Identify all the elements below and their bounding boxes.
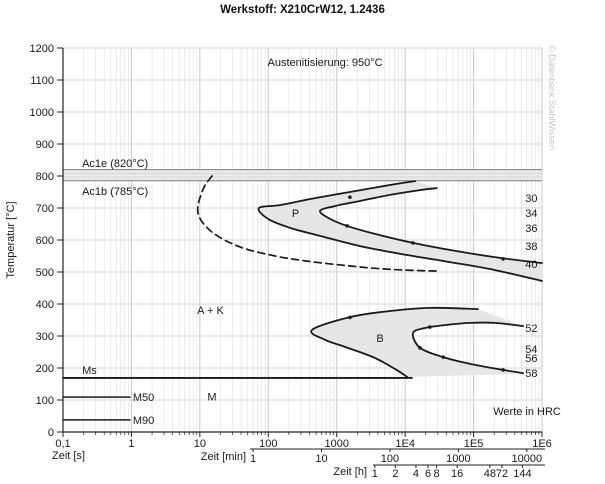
annotations: Austenitisierung: 950°C Ac1e (820°C) Ac1b … — [82, 57, 561, 427]
series-pearlite-start — [257, 180, 543, 282]
label-martensite: M — [207, 392, 216, 404]
x-tick-s-1E5: 1E5 — [464, 438, 484, 450]
x-tick-h-144: 144 — [513, 468, 531, 480]
x-tick-s-10: 10 — [194, 438, 206, 450]
hrc-value-54: 54 — [525, 344, 537, 356]
x-tick-s-100: 100 — [259, 438, 277, 450]
measurement-dot — [348, 195, 352, 199]
measurement-dot — [348, 315, 352, 320]
x-tick-min-1000: 1000 — [446, 453, 470, 465]
y-tick-0: 0 — [48, 427, 54, 439]
watermark-text: © Datenbank StahlWissen — [547, 45, 557, 150]
y-tick-700: 700 — [36, 203, 54, 215]
y-axis-label: Temperatur [°C] — [5, 201, 17, 278]
x-tick-min-10000: 10000 — [512, 453, 543, 465]
measurement-dot — [345, 224, 349, 228]
y-tick-600: 600 — [36, 235, 54, 247]
axes: 0100200300400500600700800900100011001200… — [5, 43, 552, 462]
series-bainite-start — [310, 306, 479, 378]
x-tick-s-1000: 1000 — [324, 438, 348, 450]
series-pearlite-end — [319, 187, 543, 264]
measurement-dot — [418, 346, 422, 350]
x-tick-min-10: 10 — [315, 453, 327, 465]
x-tick-h-16: 16 — [451, 468, 463, 480]
x-axis-label-minutes: Zeit [min] — [201, 451, 246, 463]
series-bainite-end — [411, 321, 525, 375]
ac1-band — [63, 169, 543, 182]
measurement-dot — [441, 355, 446, 359]
y-tick-500: 500 — [36, 267, 54, 279]
transformation-regions — [258, 181, 543, 377]
axis-minutes: 1 10 100 1000 10000 Zeit [min] — [201, 448, 545, 465]
x-tick-h-48: 48 — [484, 468, 496, 480]
y-tick-100: 100 — [36, 395, 54, 407]
label-pearlite: P — [292, 208, 299, 220]
y-tick-400: 400 — [36, 299, 54, 311]
label-m50: M50 — [133, 392, 154, 404]
axis-hours: 1 2 4 6 8 16 48 72 144 Zeit [h] — [333, 464, 545, 480]
label-hardness-note: Werte in HRC — [493, 406, 561, 418]
label-bainite: B — [376, 333, 383, 345]
y-tick-1100: 1100 — [30, 75, 54, 87]
hrc-value-34: 34 — [525, 208, 537, 220]
x-tick-min-1: 1 — [250, 453, 256, 465]
curves — [62, 175, 543, 421]
grid — [62, 47, 543, 432]
y-tick-200: 200 — [36, 363, 54, 375]
hrc-value-56: 56 — [525, 353, 537, 365]
ac1-band-fill — [63, 169, 543, 181]
x-tick-h-4: 4 — [413, 468, 419, 480]
label-m90: M90 — [133, 415, 154, 427]
hrc-value-40: 40 — [525, 259, 537, 271]
y-tick-1200: 1200 — [30, 43, 54, 55]
hrc-value-58: 58 — [525, 368, 537, 380]
x-tick-h-1: 1 — [372, 468, 378, 480]
y-tick-900: 900 — [36, 139, 54, 151]
x-tick-s-1E6: 1E6 — [532, 438, 552, 450]
x-tick-h-8: 8 — [434, 468, 440, 480]
bainite-region — [312, 307, 524, 377]
label-austenite-carbide: A + K — [197, 305, 224, 317]
x-axis-label-hours: Zeit [h] — [333, 466, 367, 478]
y-tick-800: 800 — [36, 171, 54, 183]
watermark: © Datenbank StahlWissen — [547, 45, 557, 150]
x-axis-label-seconds: Zeit [s] — [52, 450, 85, 462]
chart-title: Werkstoff: X210CrW12, 1.2436 — [220, 4, 385, 16]
y-tick-300: 300 — [36, 331, 54, 343]
x-tick-min-100: 100 — [381, 453, 399, 465]
y-tick-1000: 1000 — [30, 107, 54, 119]
series-carbide-precipitation — [196, 175, 438, 272]
hrc-value-30: 30 — [525, 193, 537, 205]
x-tick-s-1: 1 — [128, 438, 134, 450]
x-tick-h-6: 6 — [425, 468, 431, 480]
x-tick-h-2: 2 — [392, 468, 398, 480]
label-ac1e: Ac1e (820°C) — [82, 158, 148, 170]
x-tick-s-1E4: 1E4 — [395, 438, 415, 450]
x-tick-s-0,1: 0,1 — [55, 438, 70, 450]
measurement-dot — [501, 257, 505, 261]
hrc-value-52: 52 — [525, 323, 537, 335]
label-austenitising: Austenitisierung: 950°C — [268, 57, 383, 69]
hrc-value-38: 38 — [525, 241, 537, 253]
label-ac1b: Ac1b (785°C) — [82, 186, 148, 198]
measurement-dot — [411, 241, 415, 245]
x-tick-h-72: 72 — [496, 468, 508, 480]
measurement-dot — [501, 368, 505, 372]
label-ms: Ms — [82, 365, 97, 377]
measurement-dot — [428, 325, 432, 329]
hrc-value-36: 36 — [525, 223, 537, 235]
pearlite-region — [258, 181, 543, 281]
